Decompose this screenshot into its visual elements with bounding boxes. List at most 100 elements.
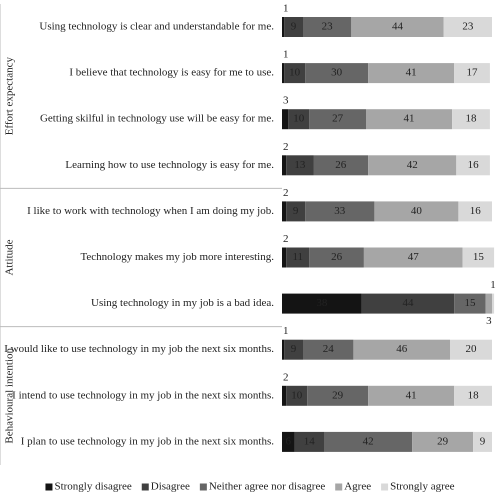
row-label: Using technology is clear and understand… [39, 21, 274, 33]
bar-segment [485, 293, 492, 314]
legend-item: Neither agree nor disagree [199, 481, 325, 493]
legend-swatch [45, 483, 53, 491]
data-label: 2 [283, 233, 289, 245]
bar-segment [284, 339, 303, 360]
data-label: 1 [283, 3, 289, 15]
data-label: 9 [291, 343, 297, 355]
row-label: Getting skilful in technology use will b… [40, 113, 274, 125]
bar-segment [452, 109, 490, 130]
data-label: 44 [392, 21, 404, 33]
data-label: 42 [363, 435, 374, 447]
bar-segment [412, 431, 474, 452]
legend-swatch [381, 483, 389, 491]
bar-segment [286, 385, 308, 406]
bar-segment [282, 155, 287, 176]
bar-segment [458, 201, 492, 222]
legend-label: Strongly agree [390, 481, 455, 493]
bar-segment [351, 17, 444, 37]
data-label: 26 [331, 251, 343, 263]
bar-segment [454, 385, 492, 406]
group-label: Effort expectancy [4, 57, 16, 136]
data-label: 2 [283, 371, 289, 383]
data-label: 15 [473, 251, 485, 263]
bar-segment [473, 431, 492, 452]
bar-segment [282, 293, 362, 314]
group-label: Behavioural intention [4, 347, 16, 443]
bar-segment [454, 293, 486, 314]
bar-segment [282, 17, 285, 37]
bar-segment [286, 247, 310, 268]
data-label: 11 [292, 251, 303, 263]
row-label: I intend to use technology in my job in … [12, 389, 274, 401]
data-label: 17 [467, 67, 479, 79]
data-label: 47 [408, 251, 420, 263]
data-label: 10 [289, 67, 301, 79]
row-label: Technology makes my job more interesting… [80, 251, 274, 263]
data-label: 30 [331, 67, 343, 79]
data-label: 16 [468, 159, 480, 171]
row-label: I plan to use technology in my job in th… [21, 435, 275, 447]
bar-segment [324, 431, 413, 452]
legend-item: Disagree [141, 481, 190, 493]
bar-segment [303, 339, 354, 360]
legend-label: Neither agree nor disagree [209, 481, 325, 493]
bar-segment [361, 293, 455, 314]
bar-segment [282, 63, 285, 84]
data-label: 9 [293, 205, 299, 217]
legend-item: Strongly disagree [45, 481, 132, 493]
data-label: 14 [304, 435, 316, 447]
data-label: 18 [468, 389, 480, 401]
data-label: 40 [411, 205, 423, 217]
bar-segment [305, 201, 375, 222]
data-label: 10 [293, 113, 305, 125]
data-label: 18 [466, 113, 478, 125]
bar-segment [492, 293, 495, 314]
row-label: I like to work with technology when I am… [27, 205, 274, 217]
row-label: Learning how to use technology is easy f… [65, 159, 274, 171]
bar-segment [353, 339, 450, 360]
bar-segment [363, 247, 463, 268]
legend-label: Strongly disagree [54, 481, 131, 493]
data-label: 16 [470, 205, 482, 217]
data-label: 26 [335, 159, 347, 171]
data-label: 46 [396, 343, 408, 355]
data-label: 41 [404, 113, 415, 125]
data-label: 15 [464, 297, 476, 309]
legend-swatch [141, 483, 149, 491]
bar-segment [286, 155, 314, 176]
data-label: 33 [334, 205, 346, 217]
data-label: 3 [486, 315, 492, 327]
bar-segment [286, 201, 306, 222]
bar-segment [450, 339, 492, 360]
bar-segment [282, 385, 287, 406]
bar-segment [307, 385, 369, 406]
data-label: 23 [322, 21, 334, 33]
data-label: 13 [294, 159, 306, 171]
data-label: 10 [291, 389, 303, 401]
bar-segment [284, 63, 306, 84]
bar-segment [282, 109, 289, 130]
legend-label: Disagree [151, 481, 190, 493]
bar-segment [368, 385, 455, 406]
legend-item: Strongly agree [381, 481, 455, 493]
data-label: 42 [407, 159, 418, 171]
bar-segment [288, 109, 310, 130]
bar-segment [282, 201, 287, 222]
bar-segment [282, 431, 295, 452]
bar-segment [305, 63, 369, 84]
legend-swatch [335, 483, 343, 491]
bar-segment [443, 17, 492, 37]
bar-segment [454, 63, 490, 84]
bar-segment [282, 247, 287, 268]
group-label: Attitude [4, 239, 16, 275]
row-label: Using technology in my job is a bad idea… [91, 297, 274, 309]
data-label: 41 [406, 389, 417, 401]
data-label: 20 [466, 343, 478, 355]
bar-segment [368, 63, 455, 84]
data-label: 41 [406, 67, 417, 79]
legend-item: Agree [335, 481, 371, 493]
bar-segment [462, 247, 495, 268]
bar-segment [294, 431, 324, 452]
row-label: I would like to use technology in my job… [4, 343, 274, 355]
